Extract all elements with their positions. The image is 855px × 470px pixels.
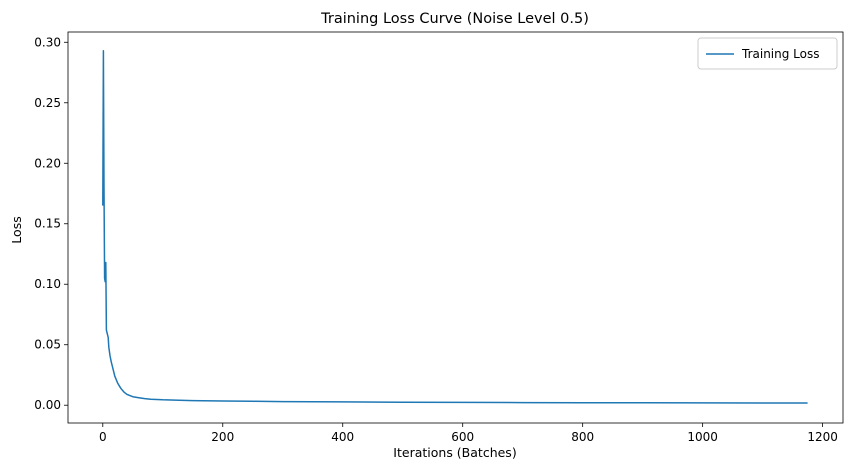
chart-title: Training Loss Curve (Noise Level 0.5)	[320, 11, 589, 27]
x-tick-label: 1200	[807, 430, 838, 444]
y-tick-label: 0.15	[34, 217, 61, 231]
y-tick-label: 0.25	[34, 96, 61, 110]
y-tick-label: 0.00	[34, 398, 61, 412]
y-tick-label: 0.20	[34, 156, 61, 170]
series-line-0	[102, 50, 808, 404]
x-axis-label: Iterations (Batches)	[393, 445, 516, 460]
legend-box	[697, 37, 838, 70]
x-tick-label: 1000	[687, 430, 718, 444]
axes-frame	[67, 31, 844, 424]
legend: Training Loss	[697, 37, 838, 70]
x-tick-label: 800	[571, 430, 594, 444]
x-tick-label: 200	[211, 430, 234, 444]
legend-label: Training Loss	[741, 47, 819, 61]
x-tick-label: 600	[451, 430, 474, 444]
x-tick-label: 400	[331, 430, 354, 444]
plot-area: 0 200 400 600 800 1000 1200 0.00 0.05 0.10 0.15 0.2…	[34, 31, 844, 444]
y-axis-label: Loss	[9, 216, 24, 243]
y-tick-label: 0.30	[34, 35, 61, 49]
y-tick-label: 0.05	[34, 338, 61, 352]
y-tick-label: 0.10	[34, 277, 61, 291]
x-tick-label: 0	[99, 430, 107, 444]
